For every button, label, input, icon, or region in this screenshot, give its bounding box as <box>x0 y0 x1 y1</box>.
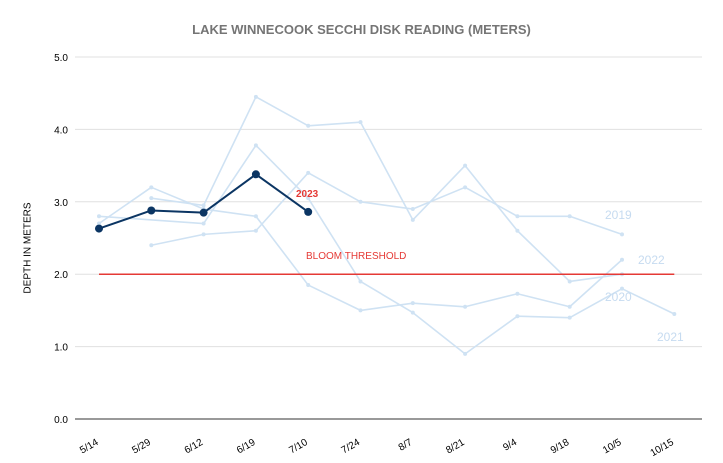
series-2022-point <box>201 232 206 237</box>
x-tick-label: 7/10 <box>287 437 310 456</box>
series-2023-point <box>199 208 208 217</box>
x-tick-label: 5/14 <box>78 437 101 456</box>
series-2019-line <box>98 186 623 312</box>
series-2022-line <box>151 172 623 247</box>
series-2022-point <box>358 199 363 204</box>
series-2021-point <box>463 351 468 356</box>
series-2020-point <box>306 123 311 128</box>
series-2019-point <box>410 301 415 306</box>
series-2022-point <box>620 232 624 237</box>
series-2022-point <box>306 170 311 175</box>
series-2020-line <box>151 96 623 283</box>
series-2019-point <box>253 214 258 219</box>
series-2020-point <box>201 203 206 208</box>
series-2022-point <box>253 228 258 233</box>
series-2023-point <box>95 224 103 233</box>
series-2021-point <box>253 143 258 148</box>
series-2021-point <box>515 314 520 319</box>
annotation-bloom-threshold: BLOOM THRESHOLD <box>306 251 406 262</box>
x-tick-label: 5/29 <box>130 437 153 456</box>
annotation-2022: 2022 <box>638 253 665 267</box>
x-tick-label: 10/5 <box>601 437 624 456</box>
x-tick-label: 8/21 <box>444 437 467 456</box>
series-2020-point <box>567 279 572 284</box>
x-tick-label: 7/24 <box>340 437 363 456</box>
annotation-2021: 2021 <box>657 330 684 344</box>
series-2022-point <box>567 214 572 219</box>
y-tick-label: 2.0 <box>54 270 68 281</box>
series-2021-point <box>567 315 572 320</box>
series-2021-point <box>620 286 624 291</box>
series-2020-point <box>358 120 363 125</box>
series-2023-point <box>304 207 313 216</box>
series-2019-point <box>620 257 624 262</box>
y-tick-label: 0.0 <box>54 415 68 426</box>
series-2020-point <box>149 196 154 201</box>
series-2020-point <box>463 163 468 168</box>
y-tick-label: 5.0 <box>54 53 68 64</box>
series-2019-point <box>567 304 572 309</box>
series-2021-line <box>98 144 675 355</box>
series-2019-point <box>515 291 520 296</box>
series-2023-point <box>251 170 260 179</box>
series-2022-point <box>515 214 520 219</box>
annotation-2023: 2023 <box>296 189 319 200</box>
series-2022-point <box>149 243 154 248</box>
series-2019-point <box>97 221 101 226</box>
y-tick-label: 4.0 <box>54 125 68 136</box>
series-2023-point <box>147 206 156 215</box>
x-tick-label: 9/4 <box>501 437 519 454</box>
series-2019-point <box>149 185 154 190</box>
x-tick-label: 8/7 <box>397 437 415 454</box>
x-tick-label: 9/18 <box>549 437 572 456</box>
series-2021-point <box>97 214 101 219</box>
series-2020-point <box>253 94 258 99</box>
series-2020-point <box>515 228 520 233</box>
y-tick-label: 3.0 <box>54 198 68 209</box>
series-2021-point <box>672 312 677 317</box>
x-tick-label: 10/15 <box>649 437 677 459</box>
x-tick-label: 6/19 <box>235 437 258 456</box>
series-2019-point <box>306 283 311 288</box>
series-2021-point <box>201 221 206 226</box>
annotation-2019: 2019 <box>605 208 632 222</box>
series-2019-point <box>463 304 468 309</box>
series-2021-point <box>410 310 415 315</box>
chart-title: LAKE WINNECOOK SECCHI DISK READING (METE… <box>192 22 531 37</box>
y-tick-label: 1.0 <box>54 343 68 354</box>
series-2021-point <box>306 196 311 201</box>
x-tick-label: 6/12 <box>183 437 206 456</box>
series-2019-point <box>358 308 363 313</box>
series-2022-point <box>410 207 415 212</box>
series-2022-point <box>463 185 468 190</box>
series-2020-point <box>410 217 415 222</box>
series-2021-point <box>358 279 363 284</box>
annotation-2020: 2020 <box>605 290 632 304</box>
